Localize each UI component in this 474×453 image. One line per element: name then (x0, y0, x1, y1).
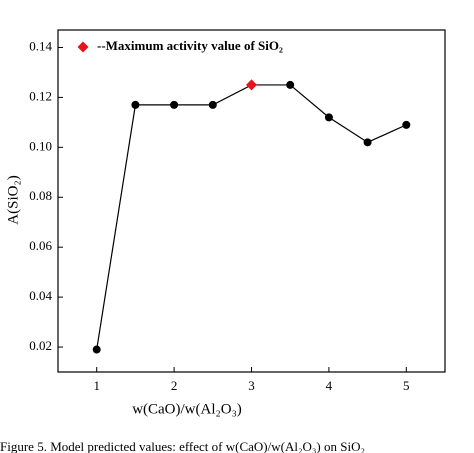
legend-marker (77, 41, 89, 53)
x-axis-label: w(CaO)/w(Al₂O₃) (132, 401, 242, 417)
x-tick-label: 5 (403, 378, 410, 393)
y-tick-label: 0.04 (29, 288, 52, 303)
point (208, 100, 217, 109)
highlight-marker (246, 79, 257, 91)
point (324, 113, 333, 122)
y-tick-label: 0.14 (29, 38, 52, 53)
y-tick-label: 0.06 (29, 238, 52, 253)
x-tick-label: 3 (248, 378, 255, 393)
point (402, 120, 411, 129)
y-tick-label: 0.02 (29, 338, 52, 353)
point (131, 100, 140, 109)
y-tick-label: 0.10 (29, 138, 52, 153)
legend-label: --Maximum activity value of SiO₂ (97, 38, 283, 53)
y-axis-label: A(SiO₂) (5, 175, 21, 224)
point (170, 100, 179, 109)
x-tick-label: 1 (93, 378, 100, 393)
x-tick-label: 4 (326, 378, 333, 393)
point (363, 138, 372, 147)
line (96, 84, 407, 350)
caption: Figure 5. Model predicted values: effect… (0, 439, 365, 453)
point (92, 345, 101, 354)
x-tick-label: 2 (171, 378, 178, 393)
y-tick-label: 0.12 (29, 88, 52, 103)
point (286, 80, 295, 89)
y-tick-label: 0.08 (29, 188, 52, 203)
